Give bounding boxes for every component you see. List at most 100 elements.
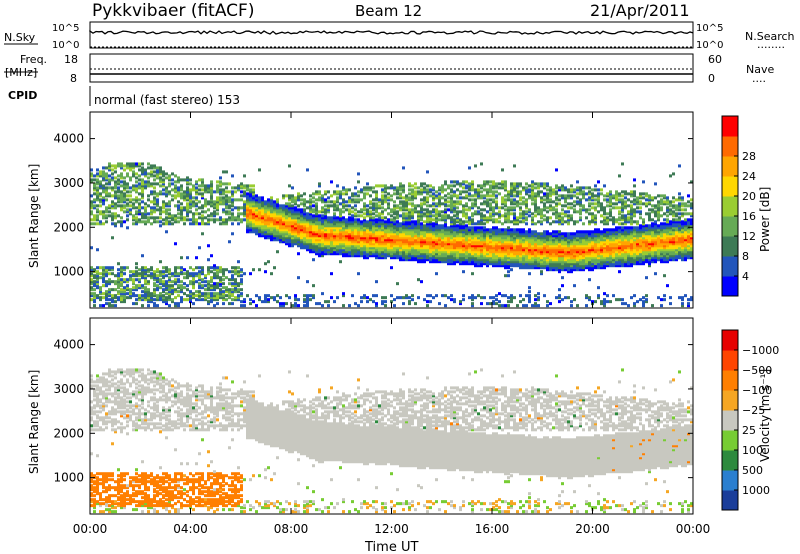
power-cell [165,298,168,302]
power-cell [468,230,471,234]
power-cell [357,220,360,224]
power-cell [420,192,423,196]
power-cell [453,184,456,188]
power-cell [108,204,111,208]
power-cell [333,250,336,254]
power-cell [480,238,483,242]
power-cell [348,304,351,308]
power-cell [141,214,144,218]
power-cell [528,184,531,188]
power-cell [540,246,543,250]
power-cell [174,204,177,208]
power-cell [516,186,519,190]
power-cell [465,234,468,238]
power-cell [414,232,417,236]
power-cell [147,212,150,216]
power-cell [318,248,321,252]
power-cell [159,220,162,224]
power-cell [114,304,117,308]
power-cell [540,264,543,268]
power-cell [531,264,534,268]
power-cell [444,198,447,202]
power-cell [204,280,207,284]
power-cell [195,280,198,284]
power-cell [492,300,495,304]
power-cell [204,186,207,190]
power-cell [576,266,579,270]
power-cell [333,208,336,212]
power-cell [444,216,447,220]
power-cell [303,300,306,304]
power-cell [459,232,462,236]
power-cell [462,230,465,234]
power-cell [504,234,507,238]
power-cell [162,284,165,288]
power-cell [555,190,558,194]
power-cell [153,192,156,196]
power-cell [417,240,420,244]
power-cell [405,240,408,244]
power-cell [156,276,159,280]
power-cell [207,218,210,222]
power-cell [438,252,441,256]
power-cell [549,250,552,254]
power-cell [375,234,378,238]
power-cell [465,216,468,220]
power-cell [312,242,315,246]
power-cell [501,246,504,250]
power-cell [342,292,345,296]
power-cell [549,268,552,272]
power-cell [564,186,567,190]
power-cell [96,172,99,176]
power-cell [342,204,345,208]
power-cell [435,242,438,246]
power-cell [519,228,522,232]
power-cell [420,244,423,248]
power-cell [477,220,480,224]
power-cell [519,232,522,236]
power-cell [324,220,327,224]
power-cell [279,214,282,218]
power-cell [438,188,441,192]
power-cell [228,240,231,244]
power-cell [417,190,420,194]
power-cell [384,304,387,308]
power-cell [426,184,429,188]
power-cell [225,298,228,302]
power-cell [267,226,270,230]
power-cell [126,182,129,186]
power-cell [585,250,588,254]
power-cell [90,266,93,270]
power-cell [252,212,255,216]
power-cell [300,218,303,222]
power-cell [156,198,159,202]
power-cell [168,204,171,208]
power-cell [264,234,267,238]
power-cell [168,298,171,302]
power-cell [237,296,240,300]
power-cell [360,210,363,214]
power-cell [399,202,402,206]
power-cell [435,234,438,238]
power-cell [360,226,363,230]
power-cell [234,282,237,286]
power-cell [405,218,408,222]
power-cell [522,264,525,268]
power-cell [150,222,153,226]
power-cell [549,234,552,238]
power-cell [153,186,156,190]
power-cell [450,216,453,220]
power-cell [549,252,552,256]
power-cell [321,220,324,224]
power-cell [345,190,348,194]
power-cell [546,230,549,234]
power-cell [483,254,486,258]
power-cell [405,206,408,210]
power-cell [582,230,585,234]
power-cell [561,234,564,238]
power-cell [498,210,501,214]
power-cell [261,202,264,206]
power-cell [561,188,564,192]
power-cell [543,218,546,222]
power-cell [441,184,444,188]
